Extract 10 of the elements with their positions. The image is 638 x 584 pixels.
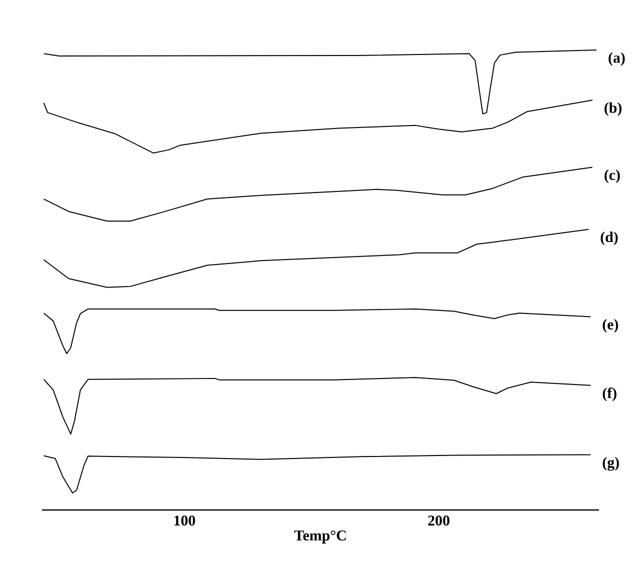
series-label: (b): [604, 102, 622, 116]
series-label: (a): [608, 52, 625, 66]
series-label: (c): [604, 170, 620, 184]
x-axis-title: Temp°C: [294, 530, 346, 544]
series-label: (f): [602, 387, 616, 402]
x-tick-label: 200: [428, 516, 450, 526]
series-label: (g): [602, 456, 619, 471]
x-tick-label: 100: [174, 516, 196, 526]
series-label: (e): [602, 319, 618, 333]
series-label: (d): [600, 232, 618, 246]
